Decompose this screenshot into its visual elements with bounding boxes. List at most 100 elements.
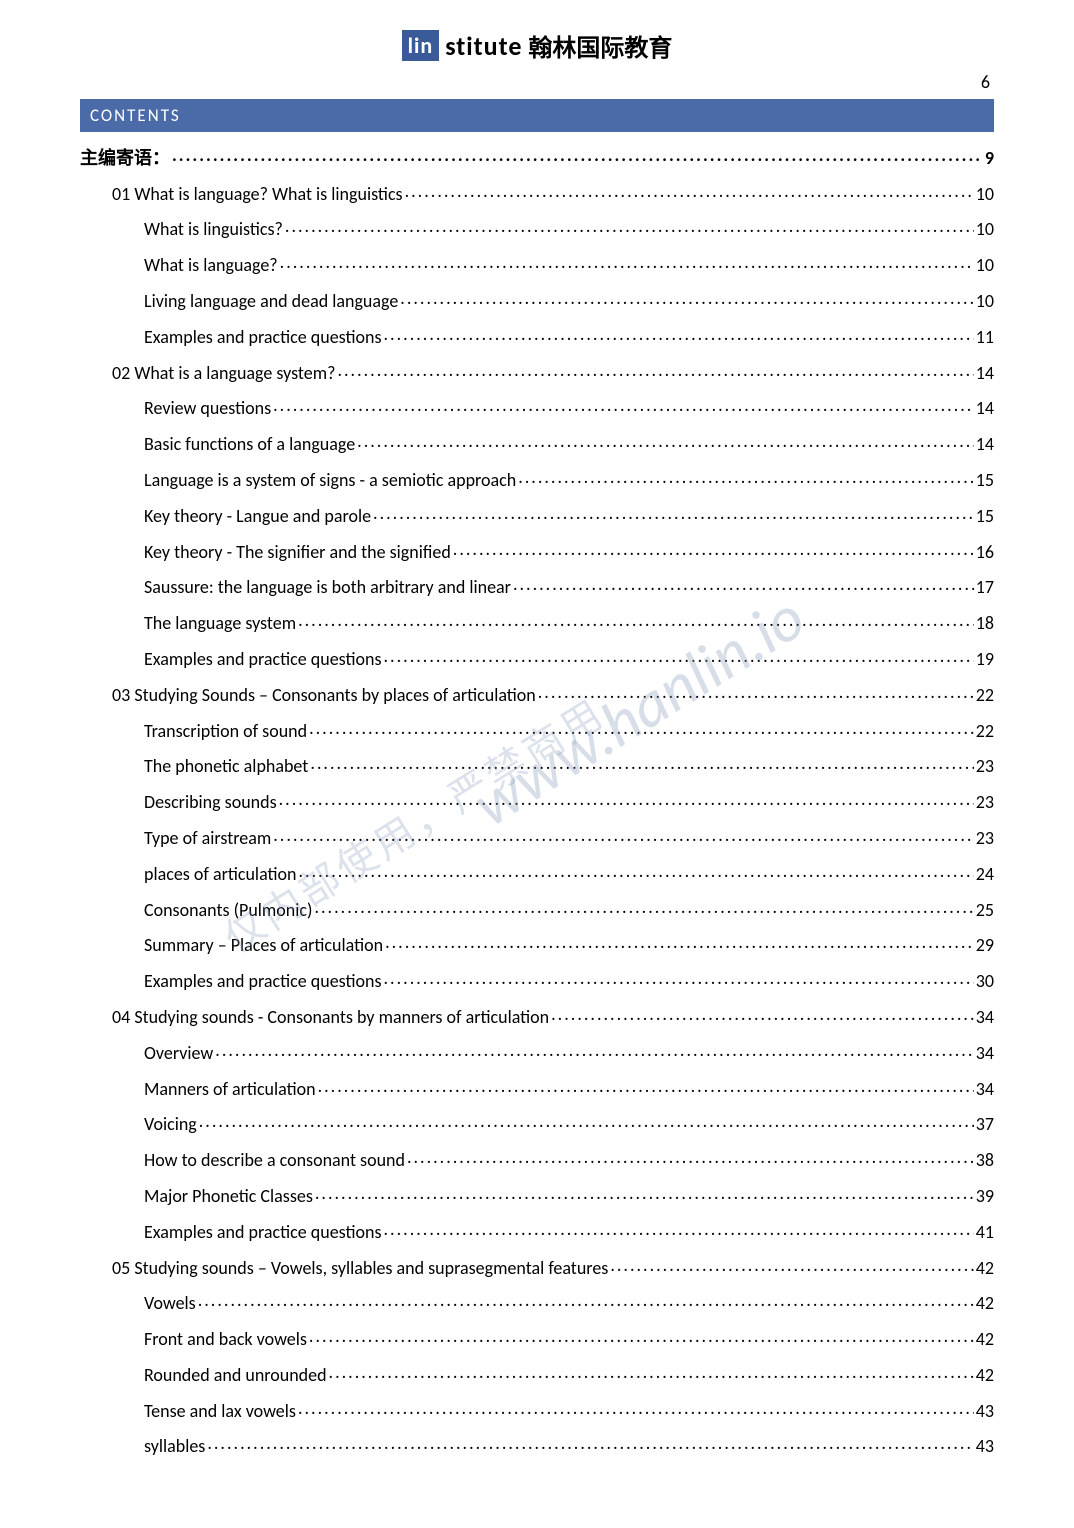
toc-title: 03 Studying Sounds – Consonants by place… xyxy=(112,686,536,704)
toc-title: Describing sounds xyxy=(144,793,277,811)
toc-leader-dots xyxy=(309,1325,974,1345)
toc-leader-dots xyxy=(329,1361,974,1381)
toc-page-number: 14 xyxy=(976,364,994,382)
toc-leader-dots xyxy=(357,430,974,450)
toc-title: Consonants (Pulmonic) xyxy=(144,901,312,919)
toc-page-number: 14 xyxy=(976,435,994,453)
toc-page-number: 10 xyxy=(976,185,994,203)
toc-page-number: 34 xyxy=(976,1044,994,1062)
toc-title: Language is a system of signs - a semiot… xyxy=(144,471,516,489)
toc-title: Transcription of sound xyxy=(144,722,307,740)
toc-leader-dots xyxy=(309,717,974,737)
toc-row: Consonants (Pulmonic) 25 xyxy=(80,896,994,919)
toc-leader-dots xyxy=(215,1039,973,1059)
toc-page-number: 18 xyxy=(976,614,994,632)
toc-leader-dots xyxy=(384,967,974,987)
toc-leader-dots xyxy=(384,1218,974,1238)
toc-row: Rounded and unrounded 42 xyxy=(80,1361,994,1384)
toc-title: What is linguistics? xyxy=(144,220,283,238)
page-container: linstitute 翰林国际教育 6 CONTENTS 主编寄语： 901 W… xyxy=(0,0,1074,1528)
toc-page-number: 39 xyxy=(976,1187,994,1205)
contents-heading: CONTENTS xyxy=(80,99,994,132)
logo-suffix: stitute xyxy=(445,30,522,62)
toc-title: syllables xyxy=(144,1437,205,1455)
toc-title: Review questions xyxy=(144,399,271,417)
toc-page-number: 38 xyxy=(976,1151,994,1169)
toc-row: Overview 34 xyxy=(80,1039,994,1062)
toc-row: Manners of articulation 34 xyxy=(80,1075,994,1098)
toc-page-number: 25 xyxy=(976,901,994,919)
logo-chinese: 翰林国际教育 xyxy=(528,28,672,63)
toc-leader-dots xyxy=(273,824,974,844)
toc-row: Major Phonetic Classes 39 xyxy=(80,1182,994,1205)
toc-leader-dots xyxy=(199,1111,974,1131)
toc-title: 05 Studying sounds – Vowels, syllables a… xyxy=(112,1259,608,1277)
toc-row: Examples and practice questions 41 xyxy=(80,1218,994,1241)
toc-leader-dots xyxy=(384,645,974,665)
toc-title: Front and back vowels xyxy=(144,1330,307,1348)
toc-row: Describing sounds 23 xyxy=(80,788,994,811)
toc-leader-dots xyxy=(207,1433,973,1453)
toc-title: 04 Studying sounds - Consonants by manne… xyxy=(112,1008,549,1026)
toc-title: Examples and practice questions xyxy=(144,650,382,668)
toc-title: Overview xyxy=(144,1044,213,1062)
toc-title: places of articulation xyxy=(144,865,297,883)
toc-title: Basic functions of a language xyxy=(144,435,355,453)
toc-row: Vowels 42 xyxy=(80,1290,994,1313)
toc-page-number: 10 xyxy=(976,256,994,274)
toc-title: Living language and dead language xyxy=(144,292,398,310)
toc-page-number: 9 xyxy=(985,149,994,167)
toc-leader-dots xyxy=(299,860,974,880)
toc-title: Summary – Places of articulation xyxy=(144,936,383,954)
toc-page-number: 15 xyxy=(976,471,994,489)
toc-row: Voicing 37 xyxy=(80,1111,994,1134)
toc-row: Basic functions of a language 14 xyxy=(80,430,994,453)
toc-title: Type of airstream xyxy=(144,829,271,847)
toc-page-number: 30 xyxy=(976,972,994,990)
toc-leader-dots xyxy=(373,502,974,522)
toc-row: Examples and practice questions 11 xyxy=(80,323,994,346)
toc-leader-dots xyxy=(610,1254,973,1274)
toc-title: Rounded and unrounded xyxy=(144,1366,327,1384)
toc-title: The phonetic alphabet xyxy=(144,757,308,775)
toc-page-number: 23 xyxy=(976,757,994,775)
toc-leader-dots xyxy=(298,1397,974,1417)
toc-leader-dots xyxy=(314,896,973,916)
toc-leader-dots xyxy=(318,1075,974,1095)
toc-leader-dots xyxy=(551,1003,974,1023)
toc-row: 03 Studying Sounds – Consonants by place… xyxy=(80,681,994,704)
toc-page-number: 43 xyxy=(976,1402,994,1420)
toc-page-number: 34 xyxy=(976,1008,994,1026)
toc-row: Saussure: the language is both arbitrary… xyxy=(80,574,994,597)
toc-row: Review questions 14 xyxy=(80,395,994,418)
toc-page-number: 42 xyxy=(976,1259,994,1277)
toc-title: Manners of articulation xyxy=(144,1080,316,1098)
toc-title: Examples and practice questions xyxy=(144,972,382,990)
toc-page-number: 24 xyxy=(976,865,994,883)
toc-row: What is language? 10 xyxy=(80,251,994,274)
toc-leader-dots xyxy=(285,216,974,236)
toc-leader-dots xyxy=(337,359,973,379)
toc-leader-dots xyxy=(518,466,974,486)
toc-title: The language system xyxy=(144,614,296,632)
toc-leader-dots xyxy=(198,1290,974,1310)
toc-page-number: 19 xyxy=(976,650,994,668)
toc-leader-dots xyxy=(453,538,974,558)
toc-row: 04 Studying sounds - Consonants by manne… xyxy=(80,1003,994,1026)
toc-row: 05 Studying sounds – Vowels, syllables a… xyxy=(80,1254,994,1277)
toc-title: Examples and practice questions xyxy=(144,328,382,346)
toc-page-number: 42 xyxy=(976,1294,994,1312)
toc-row: Language is a system of signs - a semiot… xyxy=(80,466,994,489)
toc-title: Key theory - Langue and parole xyxy=(144,507,371,525)
toc-title: 01 What is language? What is linguistics xyxy=(112,185,403,203)
toc-leader-dots xyxy=(405,180,974,200)
toc-page-number: 23 xyxy=(976,829,994,847)
toc-leader-dots xyxy=(538,681,974,701)
logo-prefix: lin xyxy=(402,30,440,61)
toc-page-number: 22 xyxy=(976,722,994,740)
toc-leader-dots xyxy=(280,251,974,271)
toc-row: What is linguistics? 10 xyxy=(80,216,994,239)
toc-leader-dots xyxy=(310,753,973,773)
toc-row: Tense and lax vowels 43 xyxy=(80,1397,994,1420)
toc-title: 02 What is a language system? xyxy=(112,364,335,382)
